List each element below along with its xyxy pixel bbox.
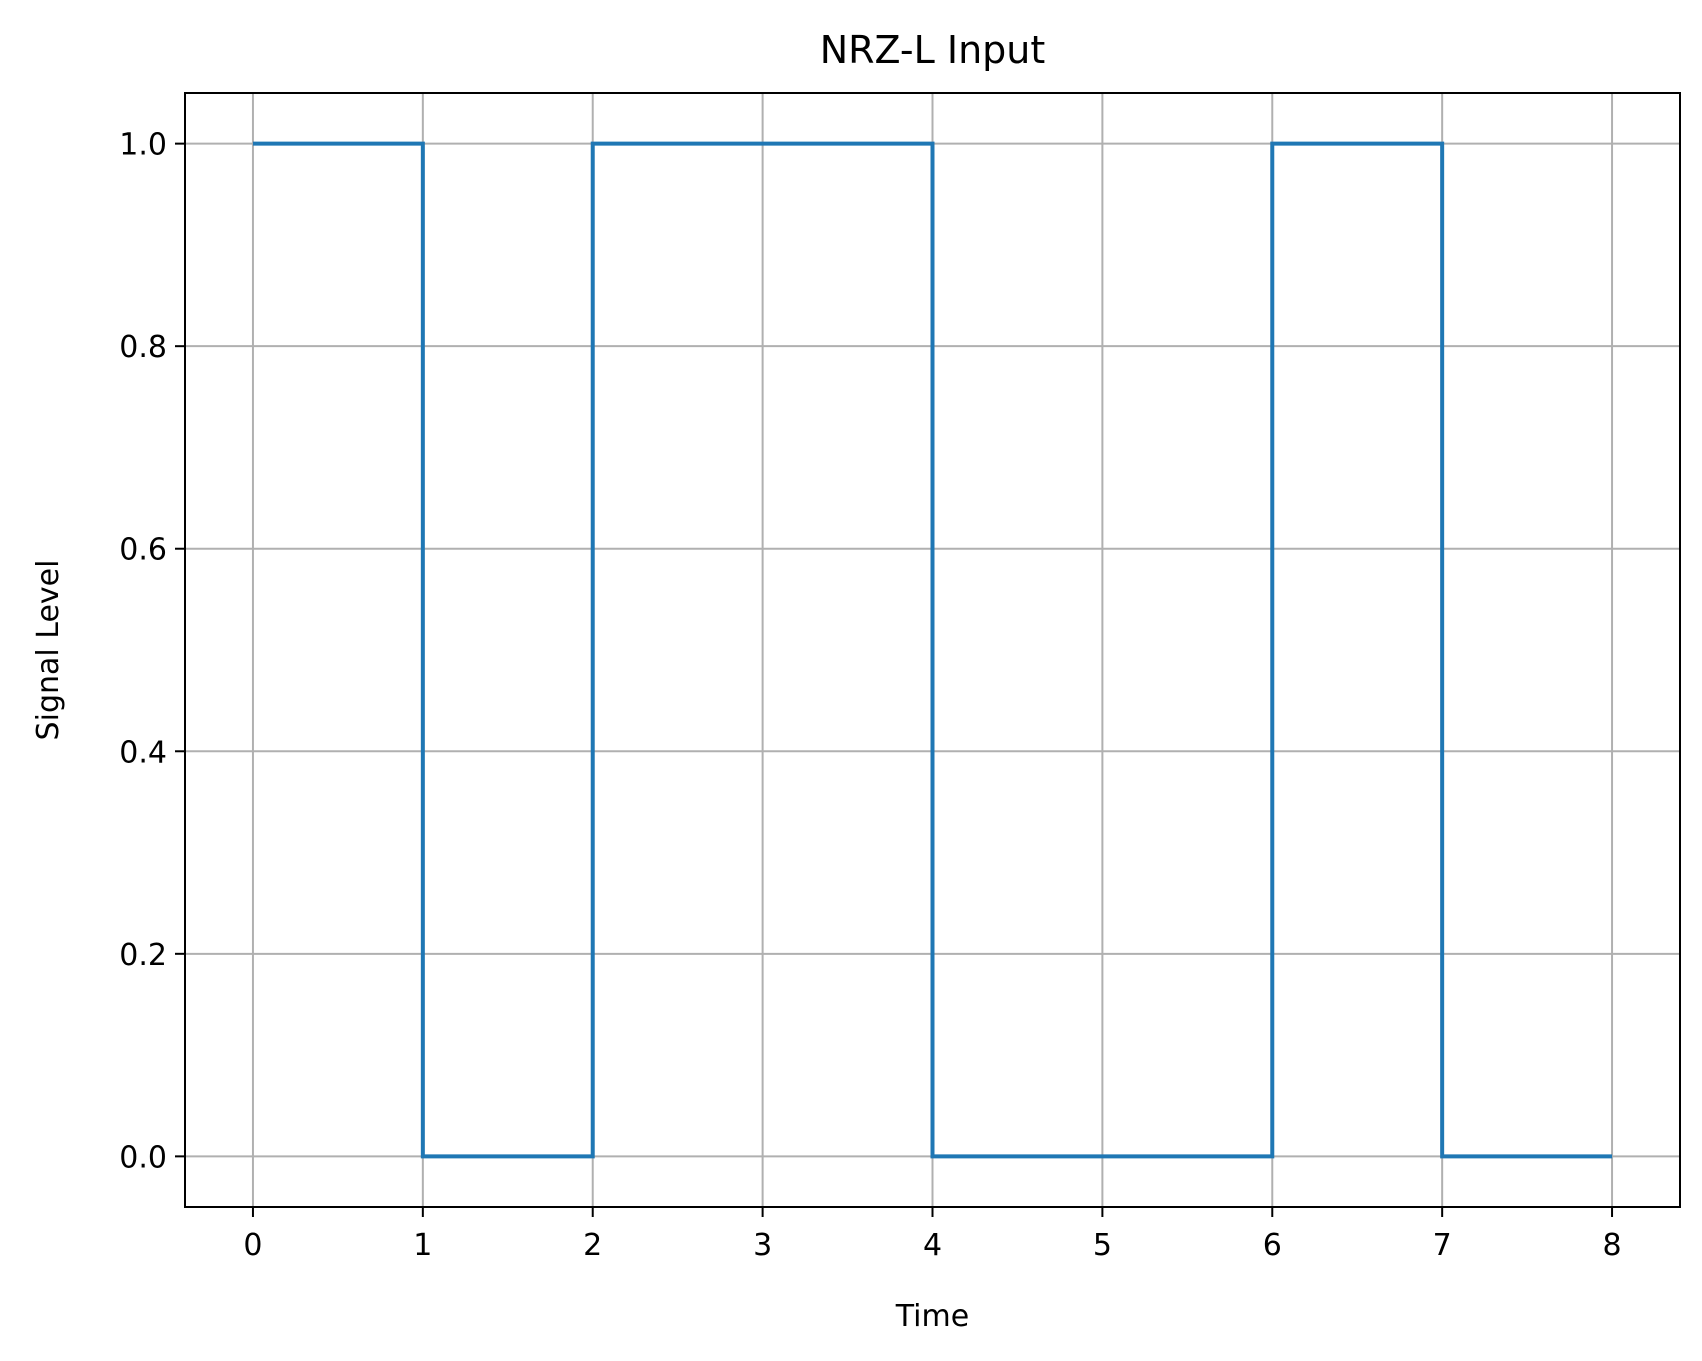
y-tick-label-0.8: 0.8 [119,330,167,365]
x-axis-ticks: 0 1 2 3 4 5 6 7 8 [243,1207,1622,1263]
y-tick-label-1.0: 1.0 [119,128,167,163]
x-tick-label-4: 4 [923,1228,942,1263]
x-tick-label-1: 1 [413,1228,432,1263]
y-axis-ticks: 0.0 0.2 0.4 0.6 0.8 1.0 [119,128,185,1175]
x-tick-label-8: 8 [1602,1228,1621,1263]
x-tick-label-0: 0 [243,1228,262,1263]
series-layer [252,141,1613,1159]
y-axis-label: Signal Level [31,560,66,741]
y-tick-label-0.4: 0.4 [119,735,167,770]
y-tick-label-0.6: 0.6 [119,533,167,568]
x-tick-label-2: 2 [583,1228,602,1263]
chart-title: NRZ-L Input [820,28,1046,72]
x-tick-label-7: 7 [1433,1228,1452,1263]
x-tick-label-6: 6 [1263,1228,1282,1263]
y-tick-label-0.0: 0.0 [119,1140,167,1175]
x-tick-label-5: 5 [1093,1228,1112,1263]
x-axis-label: Time [895,1299,969,1334]
y-tick-label-0.2: 0.2 [119,938,167,973]
x-tick-label-3: 3 [753,1228,772,1263]
series-line-nrz-l [252,141,1613,1159]
